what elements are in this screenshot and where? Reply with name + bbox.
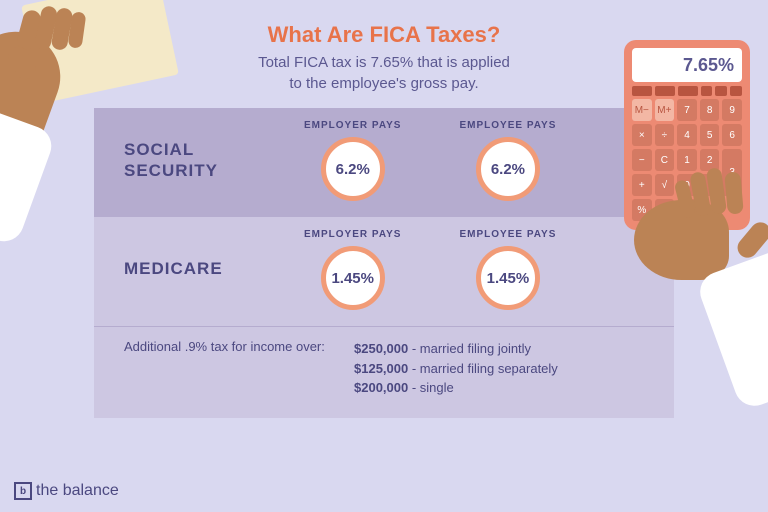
ss-columns: EMPLOYER PAYS 6.2% EMPLOYEE PAYS 6.2% bbox=[304, 120, 556, 201]
threshold-2-amount: $125,000 bbox=[354, 361, 408, 376]
threshold-1-amount: $250,000 bbox=[354, 341, 408, 356]
calc-key: C bbox=[655, 149, 675, 171]
med-employer-pct: 1.45% bbox=[321, 246, 385, 310]
calculator-display: 7.65% bbox=[632, 48, 742, 82]
col-head-employer: EMPLOYER PAYS bbox=[304, 120, 401, 131]
fica-table: SOCIAL SECURITY EMPLOYER PAYS 6.2% EMPLO… bbox=[94, 108, 674, 418]
calc-key: √ bbox=[655, 174, 675, 196]
additional-intro: Additional .9% tax for income over: bbox=[124, 339, 354, 398]
threshold-1: $250,000 - married filing jointly bbox=[354, 339, 558, 359]
calc-key: + bbox=[632, 174, 652, 196]
calculator-mode-row bbox=[632, 86, 742, 96]
threshold-3: $200,000 - single bbox=[354, 378, 558, 398]
threshold-2-status: married filing separately bbox=[420, 361, 558, 376]
ss-employee-pct: 6.2% bbox=[476, 137, 540, 201]
threshold-1-status: married filing jointly bbox=[420, 341, 531, 356]
calc-key: 6 bbox=[722, 124, 742, 146]
left-fingers bbox=[20, 10, 100, 60]
threshold-3-status: single bbox=[420, 380, 454, 395]
row-medicare: MEDICARE EMPLOYER PAYS 1.45% EMPLOYEE PA… bbox=[94, 217, 674, 326]
calc-key: − bbox=[632, 149, 652, 171]
calc-key: M+ bbox=[655, 99, 675, 121]
calc-key: ÷ bbox=[655, 124, 675, 146]
calc-key: 4 bbox=[677, 124, 697, 146]
col-head-employee: EMPLOYEE PAYS bbox=[459, 120, 556, 131]
calc-key: 8 bbox=[700, 99, 720, 121]
subtitle-line-1: Total FICA tax is 7.65% that is applied bbox=[258, 54, 510, 71]
med-columns: EMPLOYER PAYS 1.45% EMPLOYEE PAYS 1.45% bbox=[304, 229, 556, 310]
calc-key: 9 bbox=[722, 99, 742, 121]
calc-key: 5 bbox=[700, 124, 720, 146]
brand-name: the balance bbox=[36, 482, 119, 500]
col-head-employer-2: EMPLOYER PAYS bbox=[304, 229, 401, 240]
additional-thresholds: $250,000 - married filing jointly $125,0… bbox=[354, 339, 558, 398]
calc-key: M− bbox=[632, 99, 652, 121]
row-label-med: MEDICARE bbox=[124, 259, 274, 279]
ss-employee-col: EMPLOYEE PAYS 6.2% bbox=[459, 120, 556, 201]
calc-key: × bbox=[632, 124, 652, 146]
ss-employer-col: EMPLOYER PAYS 6.2% bbox=[304, 120, 401, 201]
calc-key: 1 bbox=[677, 149, 697, 171]
additional-tax-row: Additional .9% tax for income over: $250… bbox=[94, 326, 674, 418]
row-social-security: SOCIAL SECURITY EMPLOYER PAYS 6.2% EMPLO… bbox=[94, 108, 674, 217]
med-employee-pct: 1.45% bbox=[476, 246, 540, 310]
subtitle-line-2: to the employee's gross pay. bbox=[289, 75, 478, 92]
brand-logo: b the balance bbox=[14, 482, 119, 500]
med-employee-col: EMPLOYEE PAYS 1.45% bbox=[459, 229, 556, 310]
threshold-3-amount: $200,000 bbox=[354, 380, 408, 395]
med-employer-col: EMPLOYER PAYS 1.45% bbox=[304, 229, 401, 310]
row-label-ss: SOCIAL SECURITY bbox=[124, 140, 274, 181]
col-head-employee-2: EMPLOYEE PAYS bbox=[459, 229, 556, 240]
threshold-2: $125,000 - married filing separately bbox=[354, 359, 558, 379]
brand-icon: b bbox=[14, 482, 32, 500]
calc-key: 7 bbox=[677, 99, 697, 121]
ss-employer-pct: 6.2% bbox=[321, 137, 385, 201]
